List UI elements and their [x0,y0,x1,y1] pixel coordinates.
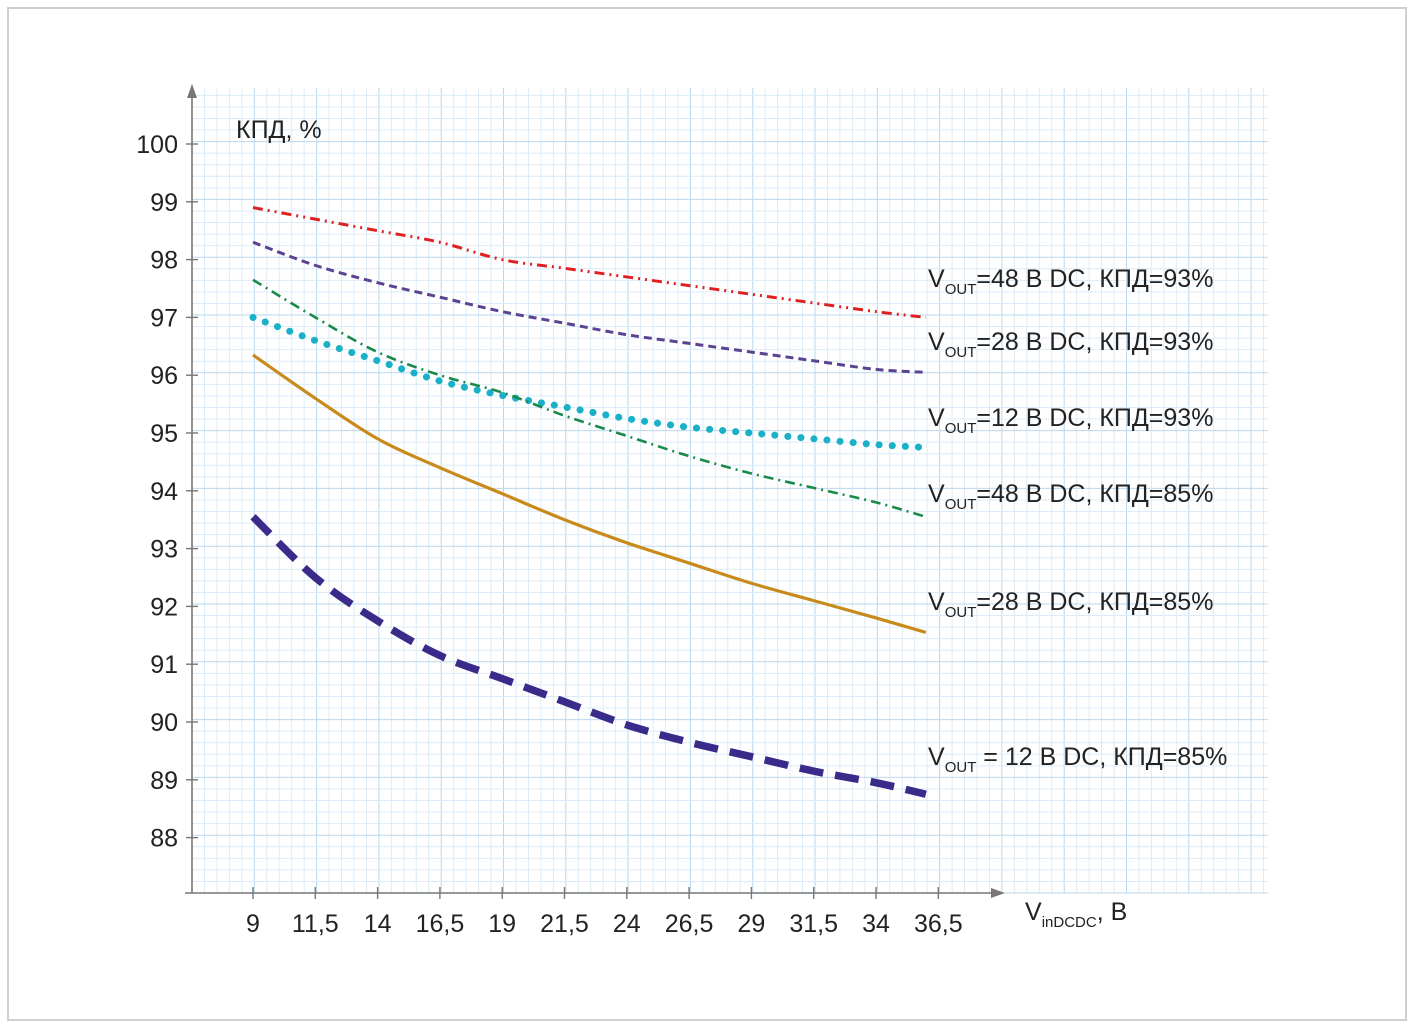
series-line-4 [252,278,927,519]
y-tick-label: 91 [150,651,178,679]
y-tick-label: 92 [150,593,178,621]
x-axis-label-sub: inDCDC [1042,914,1097,931]
series-line-3 [249,313,930,451]
x-tick-label: 9 [246,910,260,938]
series-label-2: VOUT=28 В DC, КПД=93% [928,328,1213,361]
y-tick-label: 88 [150,825,178,853]
x-tick-label: 21,5 [540,910,589,938]
series-line-1 [252,206,927,319]
x-tick-label: 16,5 [416,910,465,938]
x-tick-label: 14 [364,910,392,938]
series-label-rest: =12 В DC, КПД=93% [976,404,1213,432]
y-tick-label: 97 [150,304,178,332]
series-label-main: V [928,480,945,508]
x-tick-label: 26,5 [665,910,714,938]
series-label-main: V [928,588,945,616]
series-label-main: V [928,404,945,432]
series-labels: VOUT=48 В DC, КПД=93%VOUT=28 В DC, КПД=9… [928,265,1227,776]
x-tick-label: 11,5 [292,910,339,938]
y-tick-label: 98 [150,247,178,275]
x-tick-label: 31,5 [789,910,838,938]
x-tick-labels: 9 11,5 14 16,5 19 21,5 24 26,5 29 31,5 34 36,5 [246,910,963,938]
series-label-rest: =28 В DC, КПД=93% [976,328,1213,356]
x-axis-label-unit: , В [1097,898,1128,926]
y-tick-label: 93 [150,536,178,564]
series-label-rest: = 12 В DC, КПД=85% [976,743,1227,771]
series-label-6: VOUT = 12 В DC, КПД=85% [928,743,1227,776]
y-tick-label: 95 [150,420,178,448]
series-line-2 [252,240,926,374]
series-label-1: VOUT=48 В DC, КПД=93% [928,265,1213,298]
chart-grid [191,88,1268,894]
series-label-sub: OUT [945,281,977,298]
y-tick-label: 99 [150,189,178,217]
x-axis-label: VinDCDC, В [1025,898,1127,931]
y-tick-labels: 88 89 90 91 92 93 94 95 96 97 98 99 100 [136,131,178,853]
y-tick-label: 94 [150,478,178,506]
series-label-sub: OUT [945,759,977,776]
x-tick-label: 19 [488,910,516,938]
series-label-3: VOUT=12 В DC, КПД=93% [928,404,1213,437]
series-label-sub: OUT [945,344,977,361]
series-label-sub: OUT [945,496,977,513]
y-axis-arrow [187,84,197,98]
series-lines [249,206,930,798]
y-tick-label: 90 [150,709,178,737]
series-label-main: V [928,328,945,356]
y-axis-label: КПД, % [236,116,322,144]
x-tick-label: 34 [862,910,890,938]
series-line-6 [250,514,927,798]
series-label-main: V [928,743,945,771]
series-label-5: VOUT=28 В DC, КПД=85% [928,588,1213,621]
series-label-rest: =48 В DC, КПД=93% [976,265,1213,293]
series-label-sub: OUT [945,420,977,437]
x-tick-label: 36,5 [914,910,963,938]
series-label-main: V [928,265,945,293]
y-tick-label: 89 [150,767,178,795]
y-tick-label: 100 [136,131,178,159]
series-label-rest: =28 В DC, КПД=85% [976,588,1213,616]
x-tick-label: 29 [737,910,765,938]
y-tick-label: 96 [150,362,178,390]
chart-axes [185,84,1005,899]
series-label-sub: OUT [945,604,977,621]
series-line-5 [252,353,927,634]
series-label-rest: =48 В DC, КПД=85% [976,480,1213,508]
x-axis-label-main: V [1025,898,1042,926]
series-label-4: VOUT=48 В DC, КПД=85% [928,480,1213,513]
x-tick-label: 24 [613,910,641,938]
x-axis-arrow [991,888,1005,898]
